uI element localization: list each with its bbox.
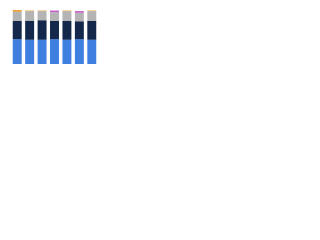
bar-segment [74, 21, 84, 40]
bar-segment [74, 12, 84, 22]
bar-segment [87, 10, 97, 12]
bar-segment [62, 11, 72, 21]
bar-segment [25, 20, 35, 40]
bar-segment [25, 39, 35, 64]
bar-segment [50, 20, 59, 40]
bar-segment [87, 20, 97, 40]
bar-segment [37, 10, 47, 12]
bar-segment [37, 39, 47, 64]
bar-segment [37, 20, 47, 40]
bar-segment [12, 39, 22, 64]
bar-segment [62, 39, 72, 64]
bar-segment [50, 10, 59, 13]
bar-segment [74, 39, 84, 64]
chart [12, 10, 97, 64]
bar-segment [12, 11, 22, 21]
bar-segment [12, 10, 22, 12]
bar-segment [87, 11, 97, 21]
bar-segment [50, 39, 59, 64]
bar-segment [74, 11, 84, 13]
bar-segment [37, 11, 47, 21]
bar-segment [25, 11, 35, 21]
bar-segment [62, 20, 72, 40]
bar-segment [25, 10, 35, 12]
bar-segment [12, 20, 22, 40]
bar-segment [62, 10, 72, 12]
bar-segment [87, 39, 97, 64]
bar-segment [50, 12, 59, 21]
